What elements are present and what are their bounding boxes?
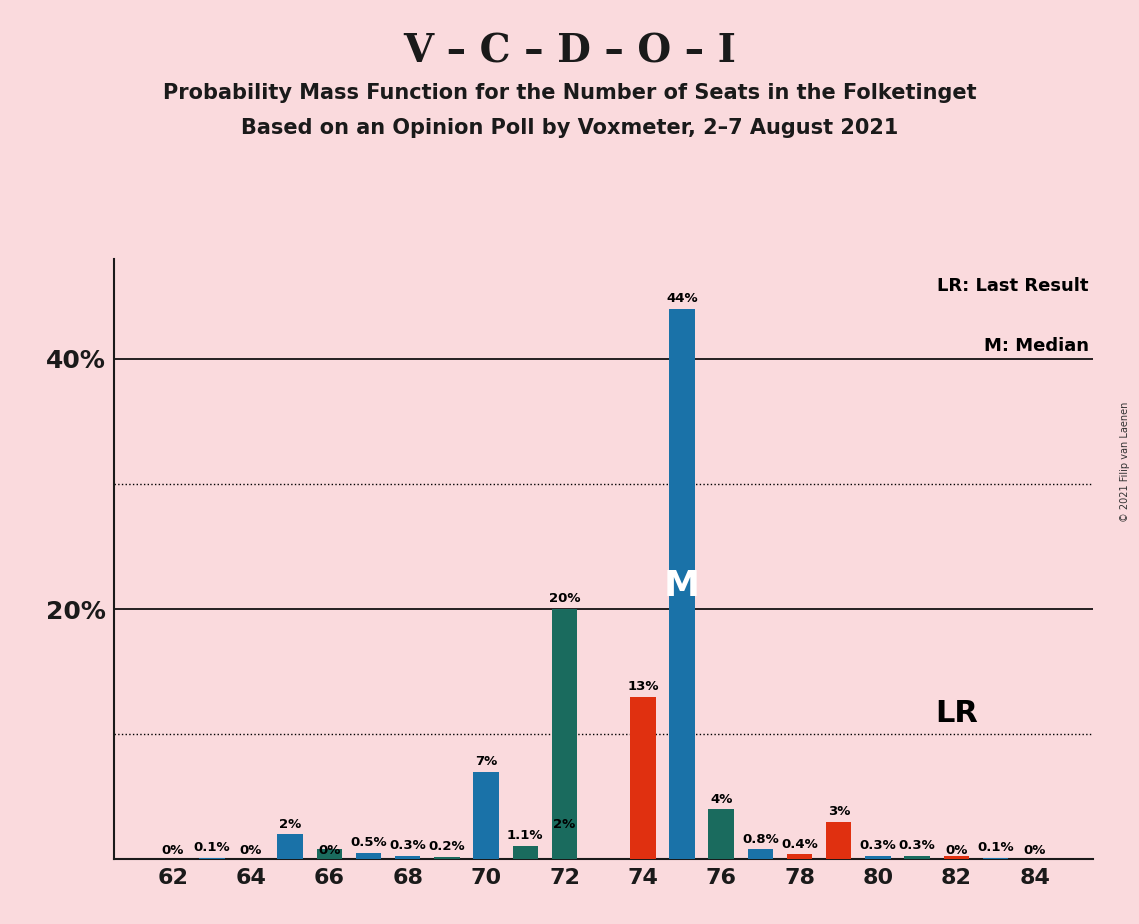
Text: 0.2%: 0.2% <box>428 840 465 853</box>
Bar <box>747 849 773 859</box>
Text: V – C – D – O – I: V – C – D – O – I <box>403 32 736 70</box>
Text: 13%: 13% <box>628 680 658 693</box>
Text: 0%: 0% <box>1024 844 1046 857</box>
Bar <box>317 849 342 859</box>
Text: M: Median: M: Median <box>984 337 1089 355</box>
Bar <box>474 772 499 859</box>
Text: 0.3%: 0.3% <box>899 839 935 852</box>
Bar <box>278 834 303 859</box>
Text: 0%: 0% <box>318 844 341 857</box>
Text: 3%: 3% <box>828 805 850 818</box>
Text: © 2021 Filip van Laenen: © 2021 Filip van Laenen <box>1121 402 1130 522</box>
Text: 1.1%: 1.1% <box>507 829 543 842</box>
Text: 0.5%: 0.5% <box>351 836 387 849</box>
Text: Based on an Opinion Poll by Voxmeter, 2–7 August 2021: Based on an Opinion Poll by Voxmeter, 2–… <box>240 118 899 139</box>
Text: 0%: 0% <box>240 844 262 857</box>
Text: 0.4%: 0.4% <box>781 837 818 851</box>
Bar <box>983 858 1008 859</box>
Text: LR: Last Result: LR: Last Result <box>937 277 1089 295</box>
Bar <box>943 856 969 859</box>
Text: 0%: 0% <box>162 844 183 857</box>
Bar <box>787 855 812 859</box>
Bar <box>395 856 420 859</box>
Text: 0%: 0% <box>945 844 967 857</box>
Text: 2%: 2% <box>554 818 575 831</box>
Text: 0.1%: 0.1% <box>977 842 1014 855</box>
Text: 0.8%: 0.8% <box>741 833 779 845</box>
Bar <box>434 857 460 859</box>
Bar <box>355 853 382 859</box>
Bar <box>513 845 538 859</box>
Text: 20%: 20% <box>549 592 580 605</box>
Text: 4%: 4% <box>710 793 732 806</box>
Bar <box>866 856 891 859</box>
Text: 7%: 7% <box>475 755 498 768</box>
Text: LR: LR <box>935 699 977 728</box>
Bar <box>199 858 224 859</box>
Text: 0.3%: 0.3% <box>390 839 426 852</box>
Bar <box>551 609 577 859</box>
Bar <box>904 856 929 859</box>
Bar <box>826 821 852 859</box>
Text: M: M <box>664 569 700 602</box>
Text: 2%: 2% <box>279 818 302 831</box>
Bar <box>708 809 734 859</box>
Text: 44%: 44% <box>666 292 698 305</box>
Bar <box>630 697 656 859</box>
Bar <box>551 834 577 859</box>
Bar <box>670 309 695 859</box>
Text: Probability Mass Function for the Number of Seats in the Folketinget: Probability Mass Function for the Number… <box>163 83 976 103</box>
Text: 0.1%: 0.1% <box>194 842 230 855</box>
Text: 0.3%: 0.3% <box>860 839 896 852</box>
